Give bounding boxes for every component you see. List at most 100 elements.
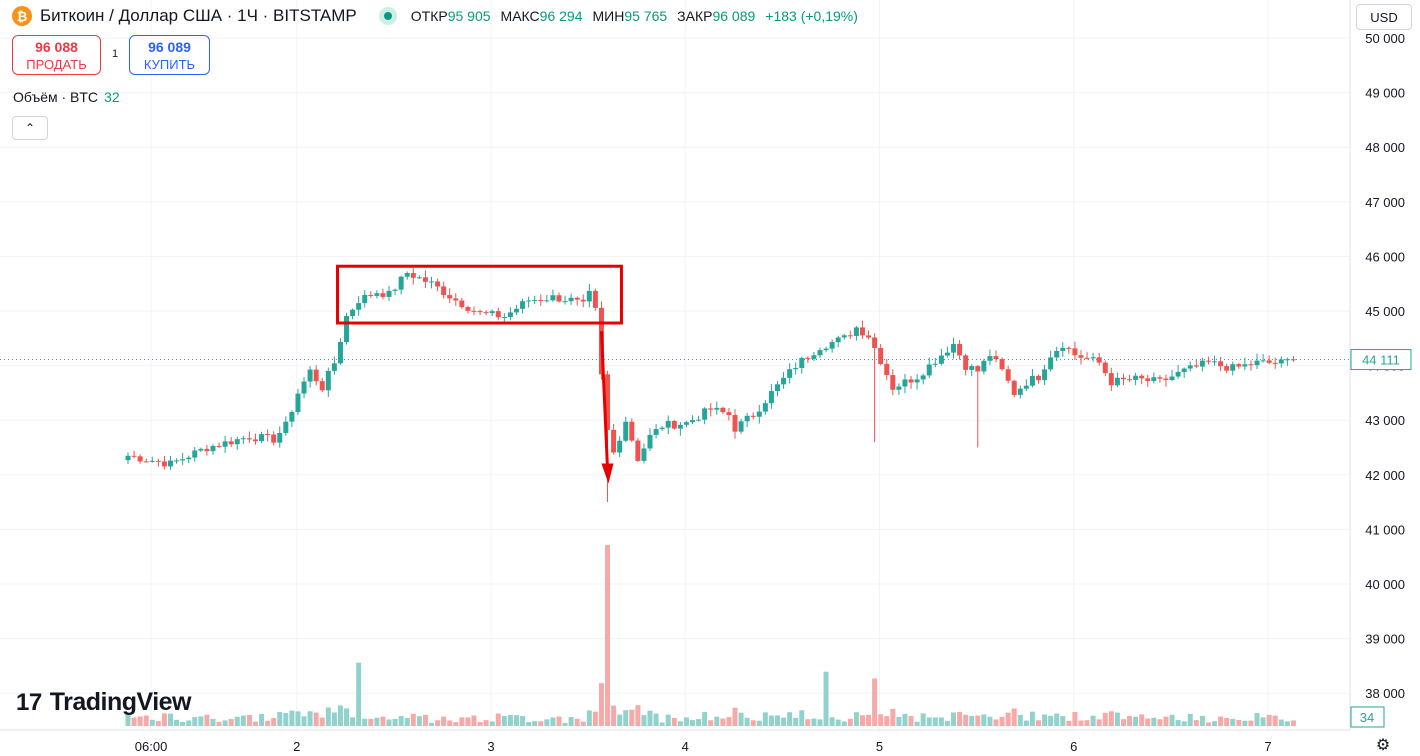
- candle-body: [246, 438, 252, 440]
- volume-bar: [459, 717, 465, 726]
- time-tick-label: 2: [293, 739, 300, 754]
- volume-bar: [1248, 720, 1254, 726]
- volume-bar: [987, 716, 993, 726]
- volume-bar: [1084, 720, 1090, 726]
- volume-bar: [477, 722, 483, 726]
- volume-bar: [198, 716, 204, 726]
- candle-body: [1218, 361, 1224, 367]
- volume-bar: [981, 714, 987, 726]
- volume-bar: [732, 707, 738, 726]
- candle-body: [325, 370, 331, 391]
- buy-label: КУПИТЬ: [143, 57, 196, 72]
- candle-body: [380, 293, 386, 297]
- candle-body: [1133, 375, 1139, 380]
- volume-bar: [829, 717, 835, 726]
- candle-body: [538, 299, 544, 301]
- volume-bar: [526, 722, 532, 726]
- candle-body: [677, 424, 683, 429]
- candle-body: [987, 356, 993, 361]
- volume-bar: [1242, 720, 1248, 726]
- candle-body: [422, 277, 428, 282]
- candle-body: [295, 393, 301, 412]
- volume-bar: [271, 717, 277, 726]
- volume-bar: [1017, 714, 1023, 726]
- volume-bar: [938, 717, 944, 726]
- candle-body: [841, 335, 847, 338]
- candle-body: [125, 455, 131, 461]
- chevron-up-icon[interactable]: ⌃: [12, 116, 48, 140]
- volume-bar: [1054, 713, 1060, 726]
- volume-bar: [1127, 716, 1133, 726]
- candle-body: [884, 363, 890, 376]
- candle-body: [641, 448, 647, 461]
- volume-bar: [544, 719, 550, 726]
- candle-body: [683, 422, 689, 425]
- candle-body: [1272, 362, 1278, 364]
- candle-body: [1005, 369, 1011, 381]
- candle-body: [222, 441, 228, 447]
- candle-body: [635, 440, 641, 461]
- sell-label: ПРОДАТЬ: [26, 57, 87, 72]
- candle-body: [1029, 375, 1035, 386]
- volume-bar: [659, 722, 665, 726]
- volume-bar: [993, 719, 999, 726]
- candle-body: [859, 327, 865, 336]
- candle-body: [963, 355, 969, 370]
- symbol-title[interactable]: Биткоин / Доллар США · 1Ч · BITSTAMP: [40, 6, 357, 25]
- candle-body: [507, 312, 513, 317]
- candle-body: [513, 308, 519, 313]
- volume-bar: [1193, 720, 1199, 726]
- currency-selector[interactable]: USD: [1356, 4, 1412, 30]
- tradingview-logo[interactable]: 17 TradingView: [16, 688, 192, 717]
- volume-legend[interactable]: Объём · BTC 32: [13, 89, 120, 105]
- candle-body: [1078, 355, 1084, 358]
- volume-bar: [932, 717, 938, 726]
- candle-body: [1157, 377, 1163, 379]
- candle-body: [726, 412, 732, 416]
- candle-body: [1193, 365, 1199, 367]
- candle-body: [568, 297, 574, 302]
- volume-bar: [708, 720, 714, 726]
- volume-bar: [756, 720, 762, 726]
- candle-body: [501, 316, 507, 318]
- volume-bar: [1108, 711, 1114, 726]
- candle-body: [605, 374, 611, 430]
- candle-body: [526, 300, 532, 302]
- volume-bar: [847, 718, 853, 726]
- candle-body: [914, 379, 920, 383]
- gear-icon[interactable]: ⚙: [1375, 737, 1391, 754]
- volume-bar: [410, 713, 416, 726]
- buy-button[interactable]: 96 089 КУПИТЬ: [129, 35, 210, 75]
- volume-bar: [1151, 717, 1157, 726]
- ohlc-label: МИН: [592, 8, 625, 24]
- time-tick-label: 4: [682, 739, 689, 754]
- last-price-label: 44 111: [1362, 353, 1400, 368]
- candle-body: [228, 441, 234, 445]
- volume-bar: [483, 720, 489, 726]
- candle-body: [1102, 362, 1108, 374]
- sell-button[interactable]: 96 088 ПРОДАТЬ: [12, 35, 101, 75]
- candle-body: [611, 429, 617, 453]
- candle-body: [210, 445, 216, 452]
- volume-bar: [635, 705, 641, 726]
- candle-body: [957, 343, 963, 356]
- candle-body: [1187, 365, 1193, 369]
- volume-bar: [556, 716, 562, 726]
- volume-bar: [125, 713, 131, 726]
- volume-bar: [174, 719, 180, 726]
- last-volume-badge: [1350, 706, 1385, 728]
- candle-body: [750, 415, 756, 417]
- candle-body: [1090, 357, 1096, 359]
- market-status-icon[interactable]: [378, 7, 397, 25]
- candle-body: [289, 411, 295, 422]
- volume-bar: [944, 720, 950, 726]
- candle-body: [787, 369, 793, 378]
- volume-bar: [301, 716, 307, 726]
- candle-body: [1199, 360, 1205, 367]
- volume-bar: [210, 718, 216, 726]
- candle-body: [762, 403, 768, 412]
- candle-body: [1042, 369, 1048, 381]
- volume-bar: [878, 714, 884, 726]
- price-tick-label: 39 000: [1365, 632, 1405, 647]
